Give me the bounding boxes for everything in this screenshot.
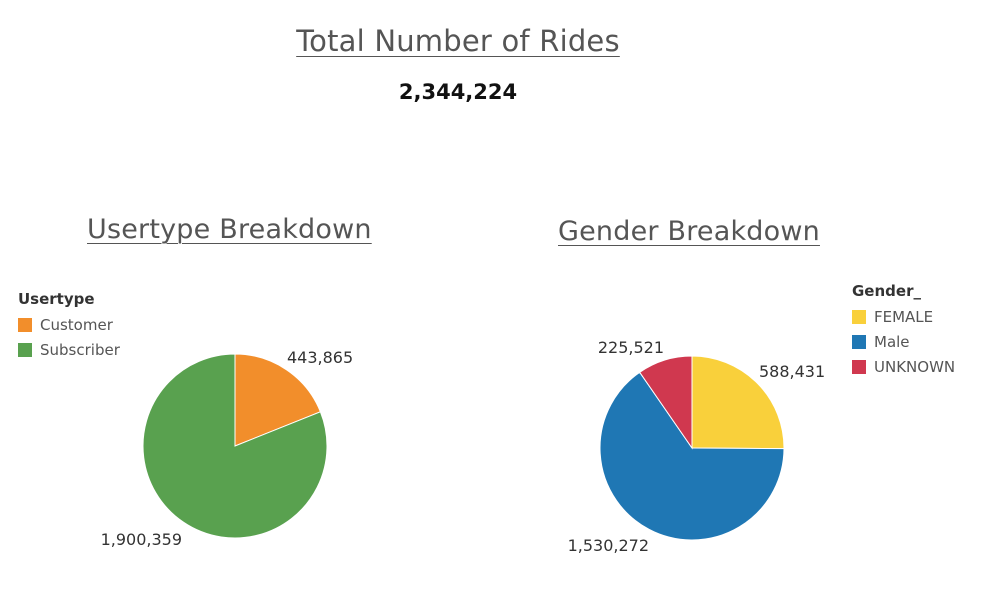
gender-chart-title: Gender Breakdown [558, 216, 820, 247]
legend-label-male: Male [874, 332, 910, 351]
pie-slice-unknown[interactable] [639, 355, 693, 450]
usertype-legend-title: Usertype [18, 290, 95, 308]
pie-slice-subscriber[interactable] [142, 353, 328, 539]
legend-label-subscriber: Subscriber [40, 340, 120, 359]
legend-item-male[interactable]: Male [852, 329, 955, 354]
data-label-male: 1,530,272 [568, 536, 649, 555]
data-label-unknown: 225,521 [598, 338, 664, 357]
pie-slice-female[interactable] [691, 355, 785, 450]
gender-legend: Gender_ FEMALE Male UNKNOWN [852, 282, 955, 379]
legend-swatch-subscriber [18, 342, 32, 357]
legend-label-customer: Customer [40, 315, 113, 334]
legend-item-female[interactable]: FEMALE [852, 304, 955, 329]
pie-slice-male[interactable] [599, 371, 785, 541]
gender-legend-title: Gender_ [852, 282, 921, 300]
legend-swatch-male [852, 334, 866, 349]
data-label-customer: 443,865 [287, 348, 353, 367]
data-label-subscriber: 1,900,359 [101, 530, 182, 549]
page-title: Total Number of Rides [296, 24, 620, 58]
legend-item-unknown[interactable]: UNKNOWN [852, 354, 955, 379]
legend-label-unknown: UNKNOWN [874, 357, 956, 376]
usertype-legend: Usertype Customer Subscriber [18, 290, 120, 362]
legend-swatch-unknown [852, 359, 866, 374]
legend-item-subscriber[interactable]: Subscriber [18, 337, 120, 362]
legend-swatch-customer [18, 317, 32, 332]
legend-item-customer[interactable]: Customer [18, 312, 120, 337]
data-label-female: 588,431 [759, 362, 825, 381]
pie-slice-customer[interactable] [234, 353, 322, 447]
total-rides-value: 2,344,224 [398, 80, 518, 104]
legend-label-female: FEMALE [874, 307, 934, 326]
legend-swatch-female [852, 309, 866, 324]
usertype-chart-title: Usertype Breakdown [87, 214, 372, 245]
